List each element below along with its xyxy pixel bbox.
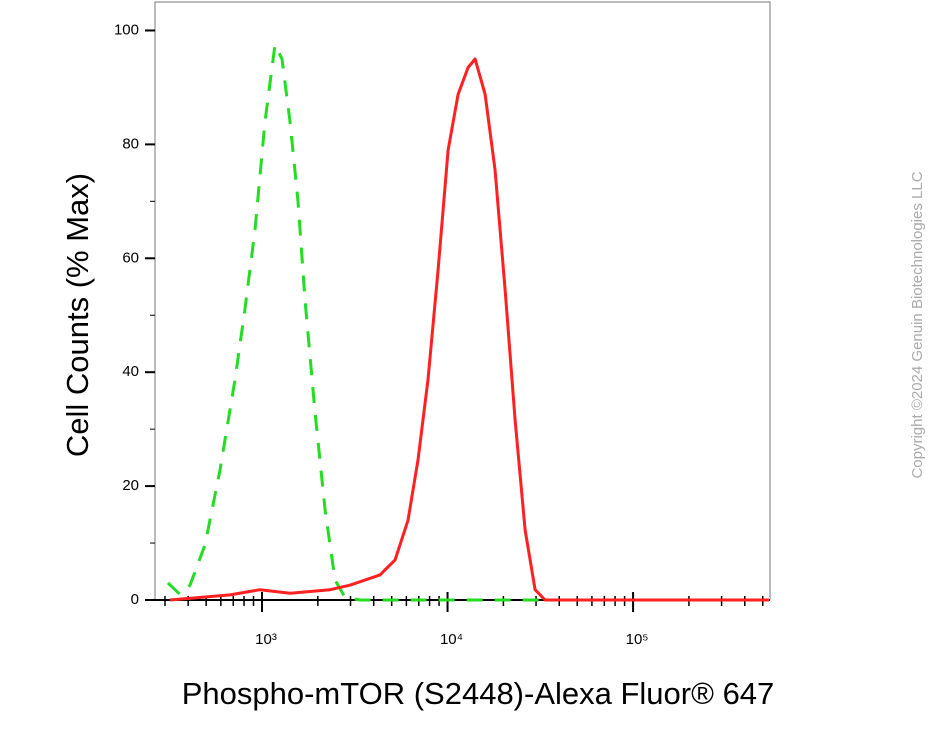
y-tick-label: 80 — [122, 135, 139, 152]
y-tick-label: 20 — [122, 477, 139, 494]
y-tick-label: 60 — [122, 249, 139, 266]
series-line — [169, 57, 769, 602]
y-tick-label: 40 — [122, 363, 139, 380]
x-tick-label: 10⁴ — [440, 631, 463, 648]
x-axis-label: Phospho-mTOR (S2448)-Alexa Fluor® 647 — [182, 676, 775, 711]
y-tick-label: 0 — [131, 591, 139, 608]
watermark: Copyright ©2024 Genuin Biotechnologies L… — [909, 171, 926, 478]
y-tick-label: 100 — [114, 21, 139, 38]
x-tick-label: 10³ — [255, 631, 277, 648]
y-axis-label: Cell Counts (% Max) — [60, 173, 95, 457]
x-tick-label: 10⁵ — [626, 631, 649, 648]
series-line — [166, 43, 769, 602]
